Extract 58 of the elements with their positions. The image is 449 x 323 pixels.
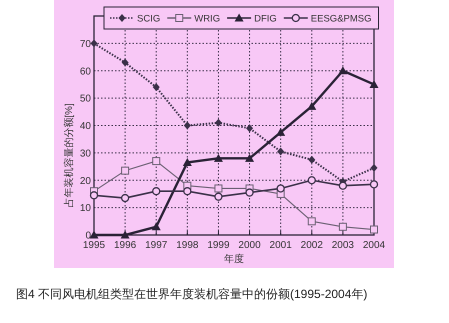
- point: [370, 164, 378, 172]
- x-tick-label: 2004: [362, 240, 386, 251]
- point: [277, 148, 284, 156]
- point: [152, 222, 161, 230]
- x-tick-label: 1999: [207, 240, 230, 251]
- point: [214, 184, 222, 192]
- point: [184, 122, 191, 130]
- point: [245, 154, 254, 162]
- point: [338, 182, 348, 190]
- point: [246, 124, 254, 132]
- point: [370, 180, 378, 189]
- x-tick-label: 1997: [145, 240, 168, 251]
- point: [308, 176, 316, 184]
- point: [338, 222, 347, 231]
- y-tick-label: 0: [85, 230, 92, 242]
- x-tick-label: 1995: [82, 240, 106, 251]
- x-tick-label: 2000: [238, 240, 262, 251]
- point: [307, 102, 316, 110]
- point: [245, 188, 254, 197]
- point: [338, 66, 348, 74]
- y-tick-label: 60: [80, 66, 92, 78]
- point: [120, 194, 130, 202]
- y-tick-label: 40: [80, 121, 92, 132]
- point: [90, 39, 98, 48]
- x-tick-label: 2002: [300, 240, 324, 251]
- y-tick-label: 30: [80, 148, 92, 160]
- point: [152, 83, 160, 92]
- y-tick-label: 50: [80, 94, 92, 105]
- point: [214, 192, 223, 201]
- x-tick-label: 2003: [332, 240, 354, 251]
- caption: 图4 不同风电机组类型在世界年度装机容量中的份额(1995-2004年): [16, 287, 368, 301]
- x-axis-title: 年度: [224, 253, 244, 265]
- point: [90, 191, 98, 200]
- y-tick-label: 20: [80, 176, 92, 187]
- point: [122, 58, 129, 67]
- y-tick-label: 10: [80, 203, 92, 214]
- point: [120, 230, 130, 238]
- point: [370, 226, 378, 234]
- point: [182, 158, 192, 166]
- point: [214, 154, 223, 162]
- point: [183, 187, 192, 196]
- legend-label: EESG&PMSG: [310, 14, 372, 24]
- point: [152, 187, 160, 196]
- legend-label: DFIG: [254, 14, 277, 24]
- y-axis-title: 占年装机容量的分额[%]: [63, 103, 75, 208]
- point: [214, 118, 222, 127]
- legend-label: WRIG: [194, 14, 220, 24]
- point: [121, 166, 130, 175]
- point: [276, 128, 286, 136]
- x-tick-label: 1996: [114, 240, 137, 251]
- y-tick-label: 70: [80, 38, 92, 50]
- legend-label: SCIG: [137, 14, 160, 24]
- point: [152, 157, 160, 166]
- x-tick-label: 1998: [176, 240, 199, 251]
- point: [276, 184, 285, 193]
- point: [308, 156, 316, 164]
- x-tick-label: 2001: [270, 240, 292, 251]
- point: [308, 217, 316, 226]
